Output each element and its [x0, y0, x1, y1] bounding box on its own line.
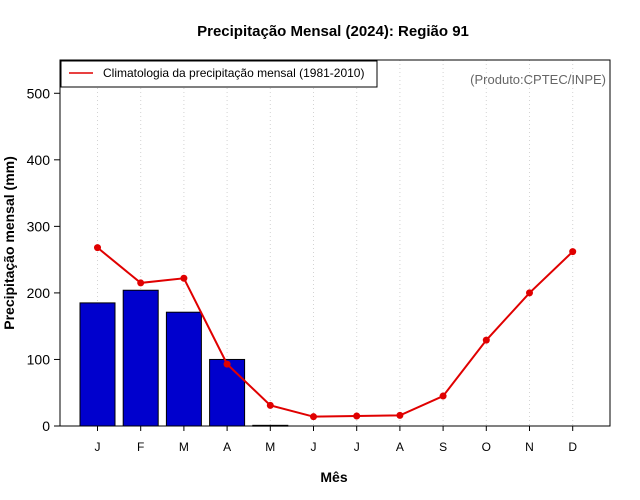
legend-label: Climatologia da precipitação mensal (198… — [103, 66, 364, 80]
bar-a-3 — [209, 358, 246, 427]
y-tick-label-100: 100 — [27, 351, 51, 367]
climatology-point-1 — [137, 279, 145, 287]
climatology-point-5 — [310, 413, 317, 421]
axis-layer: 0 100 200 300 400 500 J F M A M J J A S O N D — [27, 85, 578, 454]
climatology-point-3 — [223, 360, 231, 368]
climatology-point-6 — [353, 412, 361, 420]
x-tick-label-4: M — [265, 440, 275, 454]
bar-m-2 — [165, 311, 202, 427]
x-tick-label-10: N — [525, 440, 534, 454]
x-axis-label: Mês — [320, 469, 347, 485]
x-tick-label-11: D — [568, 440, 577, 454]
climatology-line — [96, 246, 574, 418]
credit-text: (Produto:CPTEC/INPE) — [470, 72, 606, 87]
climatology-point-11 — [569, 248, 577, 256]
legend-box — [60, 60, 378, 88]
line-layer — [94, 244, 577, 421]
plot-frame — [59, 59, 611, 427]
bar-f-1 — [122, 289, 159, 427]
y-tick-label-300: 300 — [27, 218, 51, 234]
climatology-point-8 — [439, 392, 447, 400]
x-tick-label-0: J — [95, 440, 101, 454]
legend: Climatologia da precipitação mensal (198… — [60, 60, 378, 88]
climatology-point-2 — [180, 274, 188, 282]
x-tick-label-9: O — [482, 440, 491, 454]
climatology-point-4 — [266, 401, 274, 409]
x-tick-label-2: M — [179, 440, 189, 454]
bar-j-0 — [79, 302, 116, 427]
y-tick-label-0: 0 — [42, 418, 50, 434]
y-tick-label-200: 200 — [27, 285, 51, 301]
bar-layer — [79, 289, 289, 427]
x-tick-label-6: J — [354, 440, 360, 454]
y-tick-label-400: 400 — [27, 152, 51, 168]
climatology-point-0 — [94, 244, 101, 252]
y-axis-label: Precipitação mensal (mm) — [1, 156, 17, 330]
climatology-point-9 — [482, 336, 490, 344]
climatology-point-10 — [526, 289, 533, 297]
x-tick-label-7: A — [396, 440, 404, 454]
x-tick-label-8: S — [439, 440, 447, 454]
x-tick-label-3: A — [223, 440, 231, 454]
climatology-point-7 — [396, 411, 404, 419]
y-tick-label-500: 500 — [27, 85, 51, 101]
x-tick-label-5: J — [311, 440, 317, 454]
x-tick-label-1: F — [137, 440, 144, 454]
chart-title: Precipitação Mensal (2024): Região 91 — [197, 23, 469, 40]
